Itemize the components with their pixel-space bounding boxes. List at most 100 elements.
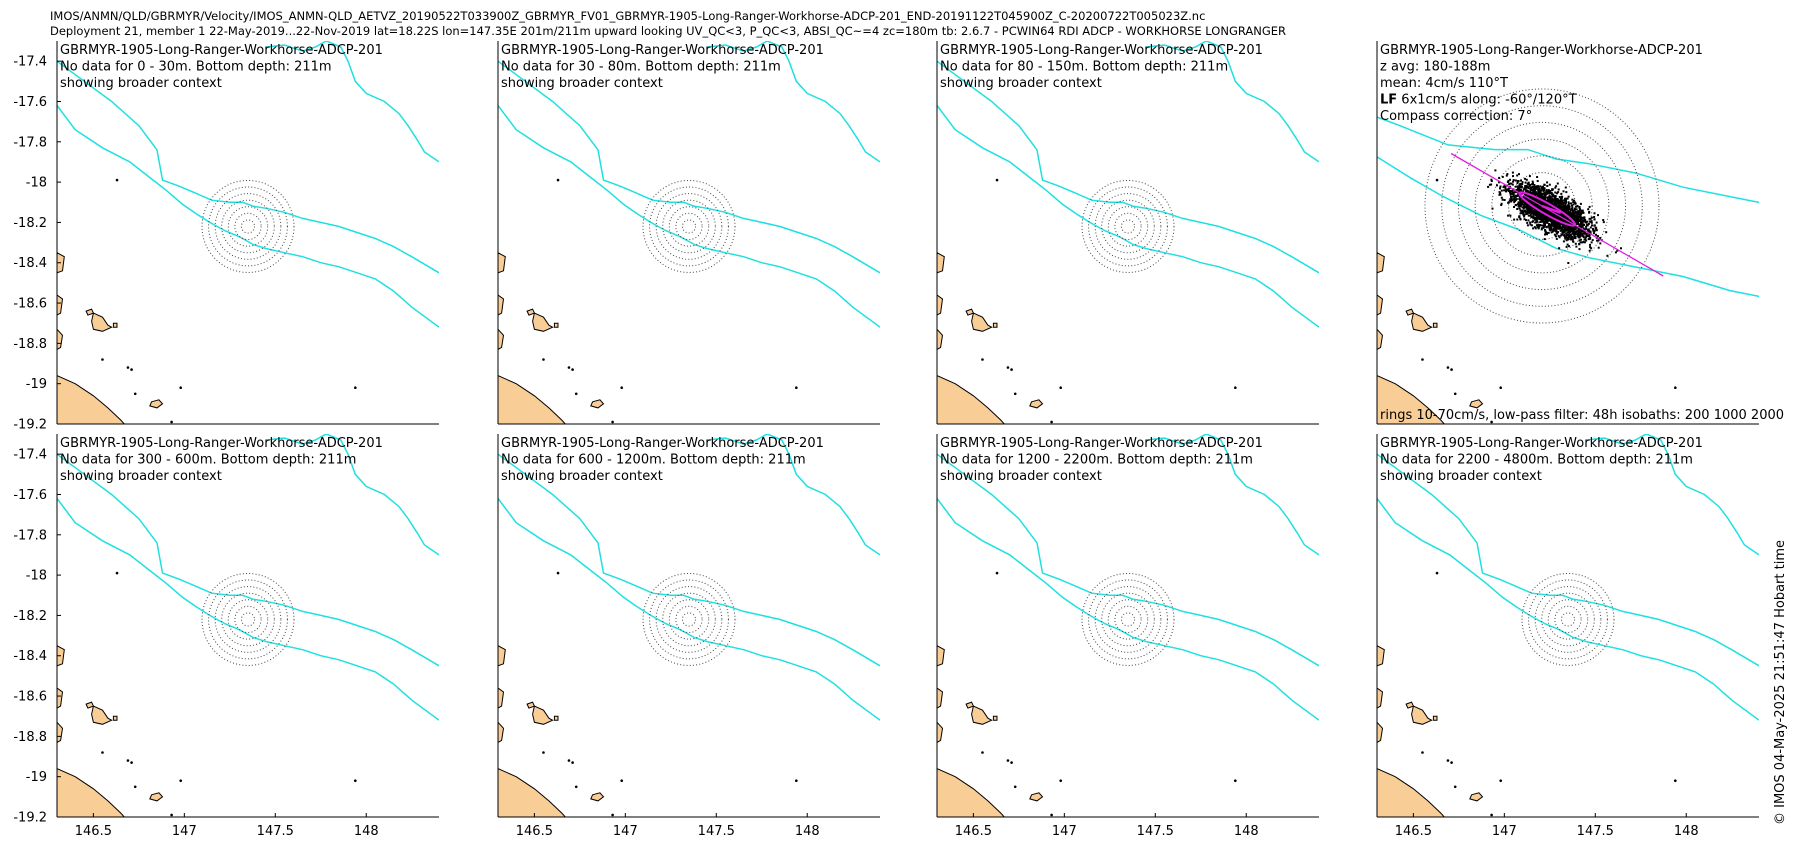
- panel-annotation-lf: LF 6x1cm/s along: -60°/120°T: [1380, 93, 1577, 108]
- land-polygon: [1377, 375, 1445, 424]
- scatter-point: [1569, 222, 1572, 225]
- scatter-point: [1537, 193, 1540, 195]
- velocity-ring: [1120, 219, 1136, 234]
- scatter-point: [1606, 254, 1609, 257]
- scatter-point: [1563, 211, 1566, 214]
- scatter-point: [1553, 202, 1556, 205]
- land-polygon: [971, 312, 993, 332]
- y-tick-label: -18.2: [13, 609, 47, 624]
- scatter-point: [1540, 196, 1543, 199]
- scatter-point: [1564, 207, 1567, 210]
- scatter-point: [1562, 190, 1565, 193]
- scatter-point: [1490, 183, 1493, 186]
- y-tick-label: -18.2: [13, 216, 47, 231]
- scatter-point: [1577, 216, 1580, 219]
- scatter-point: [1546, 181, 1549, 184]
- scatter-point: [1578, 228, 1581, 231]
- scatter-point: [1536, 176, 1539, 178]
- islet: [354, 386, 357, 390]
- land-polygon: [1029, 792, 1044, 802]
- scatter-point: [1529, 221, 1532, 224]
- scatter-point: [1581, 224, 1584, 226]
- scatter-point: [1555, 185, 1558, 188]
- isobath-line: [1377, 116, 1759, 204]
- islet: [611, 813, 614, 817]
- scatter-point: [1548, 211, 1550, 214]
- panel-annotation-line2: No data for 0 - 30m. Bottom depth: 211m: [60, 60, 332, 75]
- scatter-point: [1556, 192, 1559, 195]
- land-polygon: [937, 768, 1005, 817]
- scatter-point: [1527, 191, 1530, 194]
- scatter-point: [1505, 174, 1508, 177]
- isobath-line: [937, 453, 1319, 667]
- scatter-point: [1536, 203, 1539, 206]
- plot-area: [1377, 434, 1759, 817]
- scatter-point: [1545, 204, 1548, 207]
- scatter-point: [1595, 229, 1598, 232]
- scatter-point: [1525, 184, 1528, 187]
- islet: [567, 759, 571, 762]
- scatter-point: [1581, 234, 1584, 237]
- scatter-point: [1568, 228, 1571, 231]
- scatter-point: [1543, 214, 1546, 217]
- scatter-point: [1544, 202, 1547, 205]
- scatter-point: [1571, 207, 1574, 210]
- scatter-point: [1578, 248, 1581, 251]
- scatter-point: [1573, 233, 1576, 236]
- panel-annotation-title: GBRMYR-1905-Long-Ranger-Workhorse-ADCP-2…: [940, 436, 1263, 451]
- scatter-point: [1569, 214, 1572, 217]
- panel-annotation-line3: showing broader context: [60, 76, 222, 91]
- scatter-point: [1537, 226, 1540, 229]
- land-polygon: [937, 375, 1005, 424]
- scatter-point: [1534, 190, 1537, 193]
- scatter-point: [1581, 209, 1584, 212]
- land-polygon: [553, 322, 559, 328]
- isobath-line: [498, 498, 880, 721]
- scatter-point: [1579, 235, 1582, 238]
- scatter-point: [1499, 193, 1502, 196]
- islet: [101, 358, 104, 361]
- scatter-point: [1605, 231, 1608, 234]
- scatter-point: [1523, 218, 1526, 221]
- scatter-point: [1567, 217, 1570, 220]
- velocity-ring: [1101, 199, 1155, 254]
- scatter-point: [1571, 236, 1574, 238]
- x-tick-label: 146.5: [75, 824, 112, 839]
- plot-area: [57, 434, 439, 817]
- scatter-point: [1575, 216, 1578, 219]
- scatter-point: [1548, 228, 1551, 231]
- scatter-point: [1555, 198, 1558, 201]
- scatter-point: [1530, 196, 1532, 199]
- scatter-point: [1587, 238, 1590, 241]
- islet: [170, 813, 173, 817]
- scatter-point: [1558, 236, 1561, 239]
- isobath-line: [1377, 453, 1759, 667]
- islet: [1435, 571, 1439, 575]
- scatter-point: [1545, 210, 1548, 213]
- velocity-ring: [201, 572, 295, 666]
- scatter-point: [1518, 215, 1521, 218]
- islet: [1059, 386, 1062, 390]
- scatter-point: [1548, 201, 1551, 204]
- scatter-point: [1558, 218, 1561, 221]
- scatter-point: [1571, 204, 1573, 207]
- scatter-point: [1588, 220, 1591, 223]
- velocity-ring: [1081, 179, 1175, 273]
- scatter-point: [1542, 209, 1545, 212]
- velocity-ring: [662, 199, 716, 254]
- panel-annotation-line2: No data for 80 - 150m. Bottom depth: 211…: [940, 60, 1228, 75]
- isobath-line: [266, 434, 439, 556]
- scatter-point: [1531, 180, 1534, 183]
- scatter-point: [1513, 198, 1516, 201]
- scatter-point: [1513, 218, 1516, 221]
- scatter-point: [1579, 216, 1582, 219]
- scatter-point: [1558, 225, 1561, 227]
- scatter-point: [1530, 201, 1532, 204]
- isobath-line: [57, 453, 439, 667]
- scatter-point: [1564, 202, 1567, 205]
- scatter-point: [1569, 209, 1572, 212]
- scatter-point: [1500, 189, 1503, 192]
- scatter-point: [1516, 189, 1519, 192]
- scatter-point: [1563, 234, 1566, 237]
- scatter-point: [1525, 212, 1528, 215]
